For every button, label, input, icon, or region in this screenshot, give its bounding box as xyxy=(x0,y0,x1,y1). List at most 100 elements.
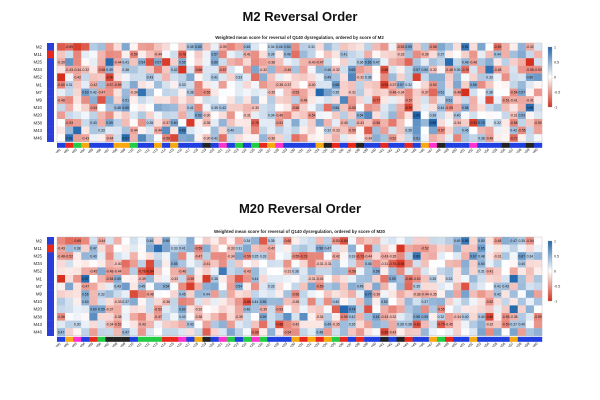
legend-label: -1 xyxy=(554,299,557,303)
heatmap-cell xyxy=(323,88,333,97)
heatmap-cell xyxy=(178,237,187,245)
heatmap-cell xyxy=(493,328,502,336)
heatmap-cell xyxy=(436,81,446,89)
heatmap-cell xyxy=(533,305,543,314)
column-color-bar xyxy=(65,336,74,342)
heatmap-cell xyxy=(445,328,454,336)
cell-value-label: 0.33 xyxy=(268,285,275,289)
heatmap-cell xyxy=(469,111,478,120)
heatmap-cell xyxy=(97,96,106,104)
cell-value-label: -0.78 xyxy=(178,53,186,57)
column-label: Gene48 xyxy=(430,148,442,153)
heatmap-cell xyxy=(121,328,130,336)
heatmap-cell xyxy=(461,111,470,120)
cell-value-label: -0.55 xyxy=(445,106,453,110)
heatmap-cell xyxy=(81,126,90,135)
heatmap-cell xyxy=(81,237,90,245)
heatmap-cell xyxy=(81,259,90,268)
cell-value-label: -0.48 xyxy=(445,68,453,72)
heatmap-cell xyxy=(331,275,341,283)
cell-value-label: 0.32 xyxy=(98,292,105,296)
row-label: M9 xyxy=(36,98,43,103)
cell-value-label: -0.55 xyxy=(203,91,211,95)
heatmap-cell xyxy=(412,252,421,260)
heatmap-cell xyxy=(57,81,66,89)
cell-value-label: -0.40 xyxy=(340,121,348,125)
heatmap-cell xyxy=(105,103,114,112)
heatmap-cell xyxy=(65,119,74,127)
cell-value-label: -0.55 xyxy=(526,68,534,72)
heatmap-cell xyxy=(445,58,454,66)
heatmap-cell xyxy=(396,259,405,268)
cell-value-label: -0.57 xyxy=(106,83,114,87)
heatmap-cell xyxy=(428,111,438,120)
heatmap-cell xyxy=(396,103,405,112)
row-label: M2 xyxy=(36,238,43,243)
heatmap-cell xyxy=(323,126,333,135)
heatmap-cell xyxy=(501,81,510,89)
heatmap-cell xyxy=(453,259,462,268)
heatmap-cell xyxy=(299,320,308,329)
heatmap-cell xyxy=(356,73,365,82)
heatmap-cell xyxy=(291,244,300,253)
cell-value-label: 0.60 xyxy=(195,45,202,49)
heatmap-cell xyxy=(380,275,389,283)
cell-value-label: 0.38 xyxy=(405,323,412,327)
heatmap-cell xyxy=(113,119,122,127)
cell-value-label: -0.42 xyxy=(90,83,98,87)
heatmap-cell xyxy=(501,252,510,260)
heatmap-cell xyxy=(129,237,139,245)
heatmap-cell xyxy=(210,50,219,59)
legend-label: 0 xyxy=(554,75,556,79)
cell-value-label: -0.31 xyxy=(494,254,502,258)
heatmap-cell xyxy=(162,73,171,82)
heatmap-cell xyxy=(323,328,333,336)
column-label: Gene39 xyxy=(357,148,369,153)
heatmap-cell xyxy=(259,252,268,260)
column-color-bar xyxy=(73,336,82,342)
heatmap-cell xyxy=(145,111,155,120)
row-label: M52 xyxy=(33,75,42,80)
heatmap-cell xyxy=(315,103,324,112)
column-color-bar xyxy=(162,142,171,148)
cell-value-label: -0.73 xyxy=(300,254,308,258)
heatmap-cell xyxy=(469,96,478,104)
heatmap-cell xyxy=(145,43,155,51)
heatmap-cell xyxy=(57,50,66,59)
heatmap-cell xyxy=(485,58,494,66)
heatmap-cell xyxy=(73,305,82,314)
heatmap-cell xyxy=(525,305,535,314)
column-label: Gene27 xyxy=(260,342,272,347)
column-color-bar xyxy=(186,336,195,342)
heatmap-cell xyxy=(299,290,308,298)
cell-value-label: 0.47 xyxy=(324,247,331,251)
heatmap-cell xyxy=(388,320,397,329)
heatmap-cell xyxy=(509,43,518,51)
heatmap-cell xyxy=(388,73,397,82)
cell-value-label: -0.55 xyxy=(187,277,195,281)
cell-value-label: 0.60 xyxy=(527,76,534,80)
heatmap-cell xyxy=(73,275,82,283)
heatmap-cell xyxy=(445,305,454,314)
heatmap-cell xyxy=(65,259,74,268)
column-label: Gene57 xyxy=(503,342,515,347)
row-color-bar xyxy=(47,313,54,321)
heatmap-cell xyxy=(388,103,397,112)
heatmap-cell xyxy=(154,244,163,253)
heatmap-cell xyxy=(412,50,421,59)
heatmap-cell xyxy=(533,282,543,291)
heatmap-cell xyxy=(259,290,268,298)
heatmap-cell xyxy=(436,252,446,260)
heatmap-cell xyxy=(186,313,195,321)
cell-value-label: -0.42 xyxy=(292,323,300,327)
heatmap-cell xyxy=(436,305,446,314)
heatmap-cell xyxy=(420,320,430,329)
heatmap-cell xyxy=(178,282,187,291)
heatmap-cell xyxy=(137,119,147,127)
cell-value-label: 0.41 xyxy=(122,60,129,64)
heatmap-cell xyxy=(81,96,90,104)
heatmap-cell xyxy=(137,244,147,253)
cell-value-label: 0.35 xyxy=(518,239,525,243)
heatmap-cell xyxy=(162,96,171,104)
heatmap-cell xyxy=(339,103,349,112)
